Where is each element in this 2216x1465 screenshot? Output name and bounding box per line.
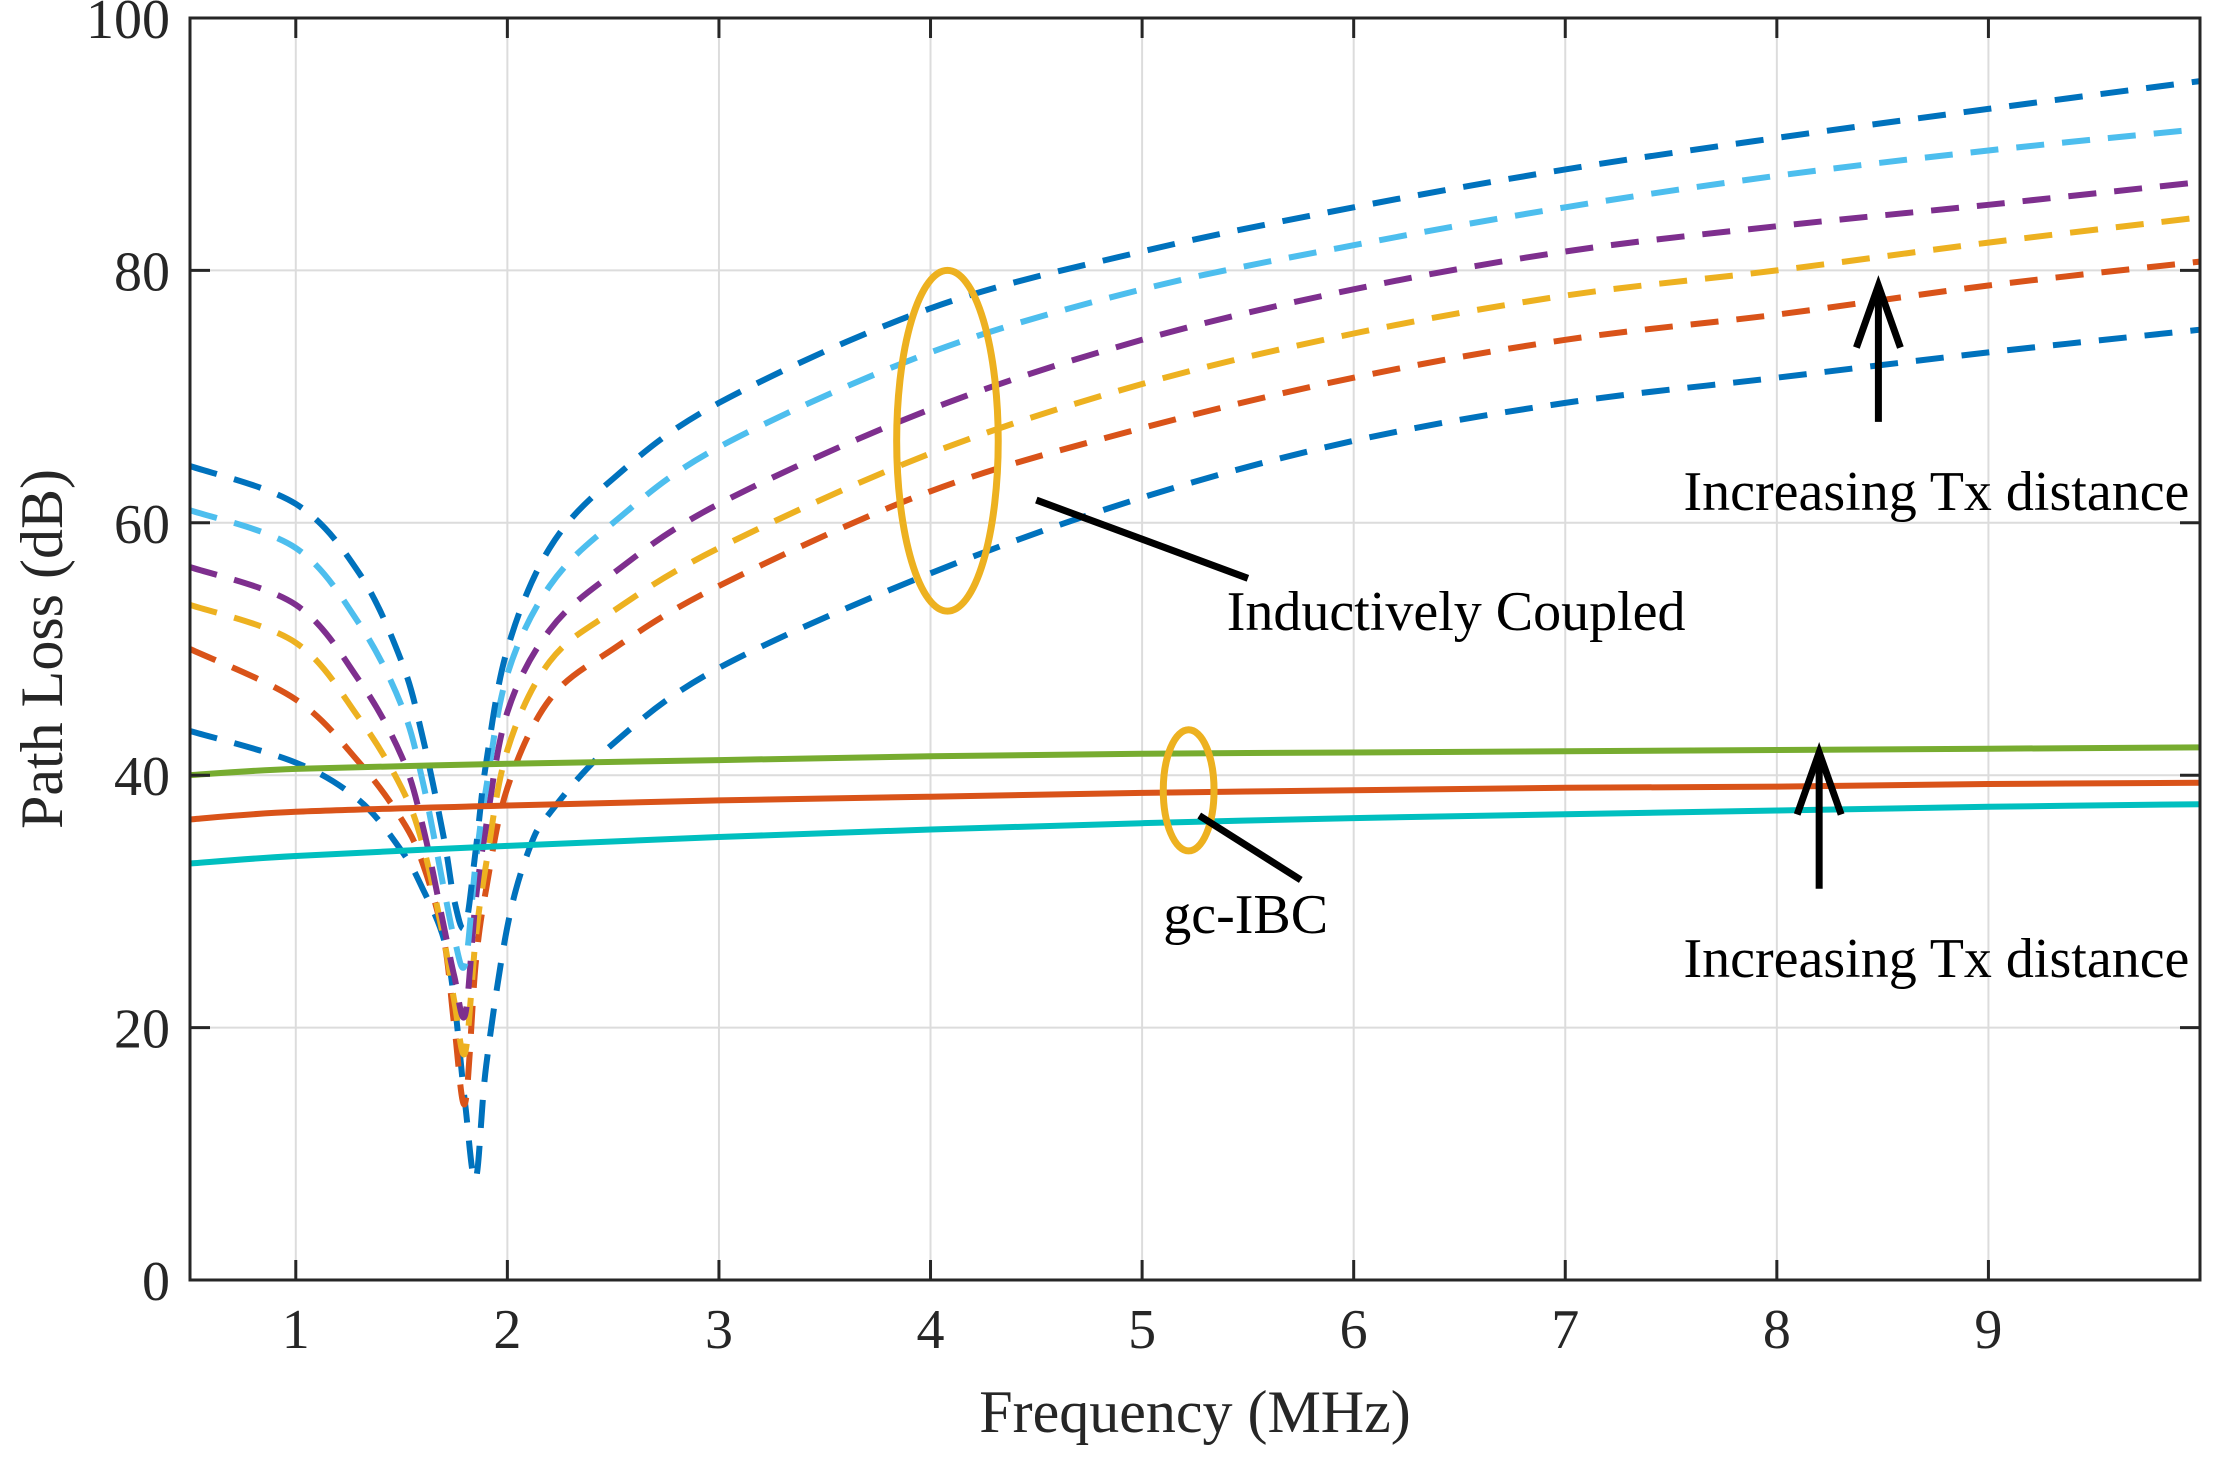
x-tick-label: 8 [1763, 1299, 1791, 1361]
inductive-series-line-4 [188, 179, 2201, 1021]
x-tick-label: 9 [1974, 1299, 2002, 1361]
inductive-series-line-1 [189, 326, 2201, 1183]
x-axis-label: Frequency (MHz) [979, 1379, 1411, 1445]
x-tick-label: 7 [1551, 1299, 1579, 1361]
x-tick-label: 2 [493, 1299, 521, 1361]
annotation-overlays [893, 266, 1904, 889]
series-group [188, 78, 2201, 1183]
y-tick-label: 60 [114, 494, 170, 556]
x-tick-label: 1 [282, 1299, 310, 1361]
group-ellipse-1 [893, 266, 1002, 615]
gc-ibc-series-line-9 [189, 801, 2201, 867]
inductive-series-line-5 [188, 126, 2201, 971]
arrow-head-1 [1853, 275, 1904, 349]
plot-area [190, 18, 2200, 1280]
annotation-label-2: gc-IBC [1163, 884, 1328, 946]
arrow-head-2 [1793, 742, 1845, 816]
x-tick-label: 6 [1340, 1299, 1368, 1361]
y-tick-label: 0 [142, 1251, 170, 1313]
y-tick-label: 100 [86, 0, 170, 51]
x-tick-label: 5 [1128, 1299, 1156, 1361]
gc-ibc-series-line-7 [189, 744, 2201, 779]
gc-ibc-series-line-8 [189, 779, 2201, 823]
axis-ticks [190, 16, 2200, 1282]
annotation-label-3: Increasing Tx distance [1684, 461, 2190, 523]
y-tick-label: 20 [114, 999, 170, 1061]
annotations: Inductively Coupled gc-IBC Increasing Tx d… [1163, 461, 2189, 990]
y-axis-label: Path Loss (dB) [9, 469, 75, 829]
tick-labels: 1 2 3 4 5 6 7 8 9 0 20 40 60 80 100 [86, 0, 2002, 1361]
leader-line-2 [1197, 812, 1303, 883]
inductive-series-line-2 [188, 258, 2201, 1108]
x-tick-label: 3 [705, 1299, 733, 1361]
annotation-label-1: Inductively Coupled [1227, 581, 1686, 643]
inductive-series-line-3 [188, 214, 2201, 1058]
group-ellipse-2 [1159, 726, 1218, 855]
inductive-series-line-6 [188, 78, 2201, 932]
plot-frame [188, 16, 2202, 1282]
leader-line-1 [1035, 496, 1250, 582]
annotation-label-4: Increasing Tx distance [1684, 928, 2190, 990]
y-tick-label: 40 [114, 746, 170, 808]
x-tick-label: 4 [917, 1299, 945, 1361]
y-tick-label: 80 [114, 241, 170, 303]
